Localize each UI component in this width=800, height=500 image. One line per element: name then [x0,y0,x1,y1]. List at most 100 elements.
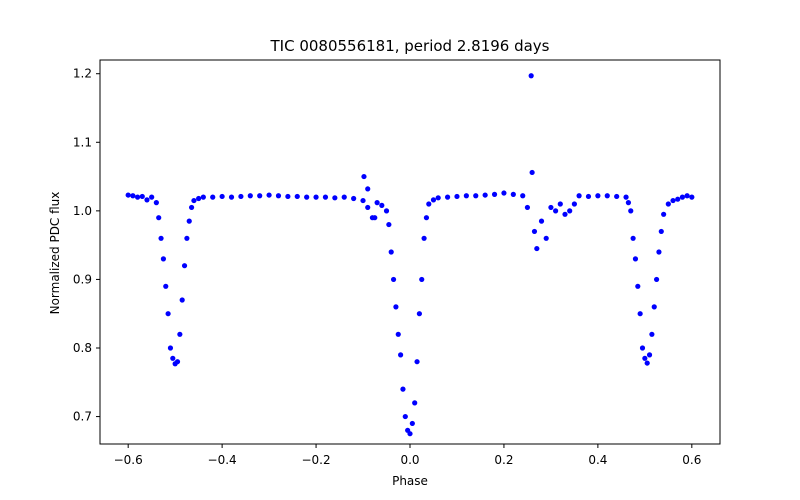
data-point [285,193,291,200]
data-point [548,204,554,211]
data-point [651,304,657,310]
chart-title: TIC 0080556181, period 2.8196 days [269,37,549,55]
data-point [402,413,408,420]
data-point [595,193,601,199]
data-point [158,235,164,241]
data-point [361,173,367,180]
data-point [374,200,380,206]
data-point [435,195,441,201]
data-point [395,331,401,337]
data-point [332,195,338,201]
data-point [630,235,636,241]
data-point [529,169,535,176]
x-tick-label: 0.4 [588,453,607,467]
y-tick-label: 1.1 [73,135,92,149]
x-tick-label: −0.6 [114,453,143,467]
data-point [520,193,526,199]
data-point [473,193,479,199]
data-point [167,345,174,351]
plot-frame [99,59,721,445]
data-point [646,352,653,358]
data-point [670,197,676,204]
data-point [400,386,406,392]
data-point [144,197,150,203]
data-point [501,190,507,196]
y-axis-label: Normalized PDC flux [48,192,62,315]
data-point [444,194,451,200]
data-point [163,283,169,289]
data-point [635,283,641,289]
data-point [463,193,469,199]
data-point [156,215,162,221]
data-point [571,201,577,207]
data-point [130,193,136,199]
data-point [642,355,648,361]
data-point [210,194,216,200]
data-point [491,191,498,197]
data-point [653,276,660,283]
data-point [562,211,568,217]
data-point [188,204,195,211]
data-point [219,193,225,200]
data-point [665,201,671,207]
data-point [454,193,460,200]
data-point [482,192,488,198]
data-point [637,311,643,317]
x-tick-label: 0.6 [682,453,701,467]
data-point [632,256,639,262]
data-point [238,193,244,200]
y-tick-label: 0.8 [73,341,92,355]
data-point [675,196,681,202]
data-point [534,245,540,252]
data-point [174,359,181,365]
data-point [125,192,131,198]
data-point [658,228,664,235]
data-point [360,197,366,204]
data-point [528,73,534,79]
data-point [649,331,655,337]
data-point [576,193,582,199]
data-point [656,249,662,255]
data-point [510,191,516,197]
data-point [524,204,531,211]
data-point [165,311,171,317]
data-point [365,204,371,211]
data-point [661,211,667,217]
data-point [266,192,272,198]
data-point [543,235,549,241]
data-point [423,215,430,221]
data-point [160,256,167,262]
data-point [247,193,253,199]
data-point [196,195,202,202]
data-point [313,194,319,200]
data-point [275,193,282,199]
data-point [684,193,690,199]
data-point [538,218,545,224]
x-tick-label: −0.2 [301,453,330,467]
data-point [414,359,420,365]
data-point [322,194,329,200]
data-point [386,221,392,228]
data-points [125,73,695,437]
data-point [426,201,432,207]
data-point [614,193,620,200]
axis-ticks: −0.6 −0.4 −0.2 0.0 0.2 0.4 0.6 0.7 0.8 0.9 1.0 1.1 1… [73,67,701,467]
data-point [585,193,592,200]
y-tick-label: 1.2 [73,67,92,81]
data-point [294,193,300,200]
x-axis-label: Phase [392,474,428,488]
data-point [149,194,155,200]
data-point [553,208,559,214]
y-tick-label: 0.9 [73,272,92,286]
x-tick-label: 0.0 [400,453,419,467]
data-point [419,276,425,283]
data-point [170,355,176,361]
data-point [412,400,418,406]
data-point [416,311,422,317]
data-point [341,194,347,200]
data-point [604,193,610,199]
y-tick-label: 1.0 [73,204,92,218]
data-point [139,193,145,200]
